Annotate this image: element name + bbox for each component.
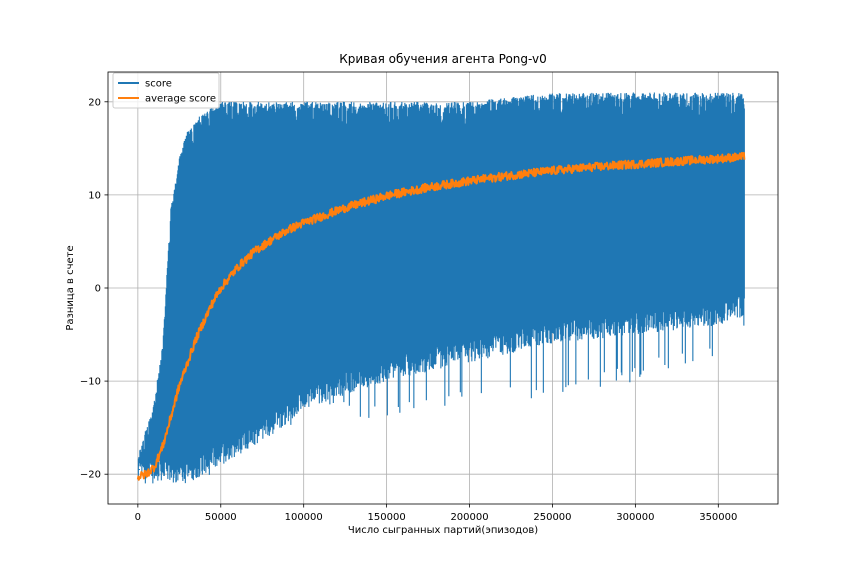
y-tick-label: −10 <box>80 377 101 388</box>
x-tick-label: 300000 <box>616 512 654 523</box>
y-tick-label: 10 <box>88 190 101 201</box>
x-tick-label: 0 <box>135 512 141 523</box>
legend-label-average-score: average score <box>145 94 216 105</box>
x-tick-label: 50000 <box>205 512 237 523</box>
series-average-score <box>136 151 746 481</box>
legend-label-score: score <box>145 79 172 90</box>
y-axis-label: Разница в счете <box>65 245 76 330</box>
x-axis-label: Число сыгранных партий(эпизодов) <box>348 525 538 536</box>
plot-area: 0 50000 100000 150000 200000 250000 300000 3500… <box>80 71 779 523</box>
chart-title: Кривая обучения агента Pong-v0 <box>339 52 547 66</box>
legend-frame <box>112 72 220 109</box>
x-tick-label: 200000 <box>450 512 488 523</box>
y-tick-label: −20 <box>80 470 101 481</box>
y-tick-label: 20 <box>88 97 101 108</box>
x-tick-label: 350000 <box>699 512 737 523</box>
y-tick-label: 0 <box>95 284 101 295</box>
x-tick-label: 250000 <box>533 512 571 523</box>
score-line <box>137 92 745 484</box>
x-tick-label: 100000 <box>285 512 323 523</box>
average-score-line <box>136 151 746 481</box>
series-score <box>137 92 745 484</box>
x-tick-label: 150000 <box>368 512 406 523</box>
legend: score average score <box>112 72 220 109</box>
